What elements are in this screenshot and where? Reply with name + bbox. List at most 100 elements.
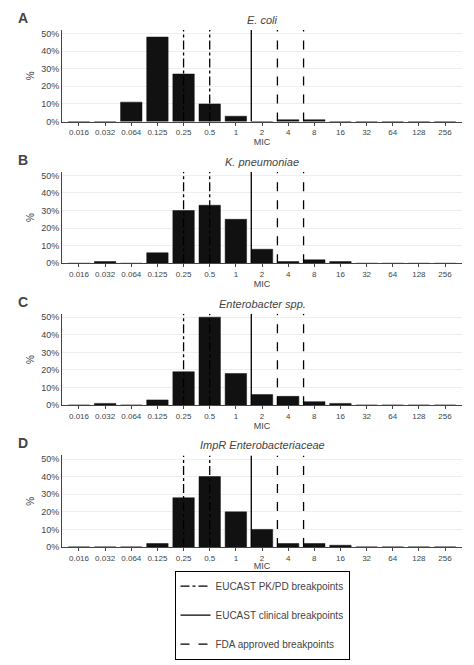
svg-text:0.5: 0.5 <box>204 128 216 137</box>
svg-text:50%: 50% <box>41 171 59 181</box>
svg-text:50%: 50% <box>41 312 59 322</box>
svg-text:0%: 0% <box>46 258 59 268</box>
svg-text:0.125: 0.125 <box>147 270 168 279</box>
svg-text:EUCAST clinical breakpoints: EUCAST clinical breakpoints <box>216 610 344 621</box>
svg-text:1: 1 <box>234 412 239 421</box>
svg-text:20%: 20% <box>41 81 59 91</box>
svg-text:4: 4 <box>286 128 291 137</box>
svg-text:4: 4 <box>286 554 291 563</box>
svg-text:256: 256 <box>438 412 452 421</box>
svg-text:0.016: 0.016 <box>69 270 90 279</box>
svg-text:256: 256 <box>438 128 452 137</box>
svg-text:C: C <box>18 294 28 310</box>
svg-text:A: A <box>18 10 28 26</box>
svg-text:%: % <box>25 71 36 80</box>
svg-text:MIC: MIC <box>254 561 271 571</box>
svg-text:0.5: 0.5 <box>204 554 216 563</box>
svg-text:16: 16 <box>336 270 345 279</box>
svg-text:64: 64 <box>388 270 397 279</box>
svg-text:8: 8 <box>312 270 317 279</box>
svg-text:MIC: MIC <box>254 279 271 289</box>
svg-text:0.25: 0.25 <box>176 128 192 137</box>
svg-text:2: 2 <box>260 128 265 137</box>
svg-text:0.5: 0.5 <box>204 270 216 279</box>
svg-text:D: D <box>18 435 28 451</box>
svg-text:8: 8 <box>312 554 317 563</box>
svg-text:0.25: 0.25 <box>176 412 192 421</box>
svg-text:32: 32 <box>362 128 371 137</box>
svg-text:0.125: 0.125 <box>147 412 168 421</box>
svg-text:E. coli: E. coli <box>247 14 278 26</box>
svg-text:128: 128 <box>412 270 426 279</box>
svg-text:128: 128 <box>412 128 426 137</box>
svg-text:0.064: 0.064 <box>121 554 142 563</box>
svg-text:8: 8 <box>312 128 317 137</box>
svg-text:MIC: MIC <box>254 137 271 147</box>
svg-text:0%: 0% <box>46 542 59 552</box>
svg-text:2: 2 <box>260 412 265 421</box>
svg-text:FDA approved breakpoints: FDA approved breakpoints <box>216 639 334 650</box>
svg-text:%: % <box>25 497 36 506</box>
svg-text:1: 1 <box>234 270 239 279</box>
svg-text:256: 256 <box>438 554 452 563</box>
svg-text:128: 128 <box>412 554 426 563</box>
svg-text:30%: 30% <box>41 348 59 358</box>
svg-text:MIC: MIC <box>254 421 271 431</box>
svg-text:128: 128 <box>412 412 426 421</box>
svg-text:8: 8 <box>312 412 317 421</box>
svg-text:%: % <box>25 355 36 364</box>
svg-text:0.25: 0.25 <box>176 270 192 279</box>
svg-text:0.125: 0.125 <box>147 554 168 563</box>
svg-text:64: 64 <box>388 412 397 421</box>
svg-text:50%: 50% <box>41 454 59 464</box>
svg-text:40%: 40% <box>41 46 59 56</box>
svg-text:4: 4 <box>286 412 291 421</box>
svg-text:32: 32 <box>362 554 371 563</box>
svg-text:30%: 30% <box>41 206 59 216</box>
svg-text:16: 16 <box>336 412 345 421</box>
svg-text:0.25: 0.25 <box>176 554 192 563</box>
svg-text:2: 2 <box>260 270 265 279</box>
svg-text:50%: 50% <box>41 29 59 39</box>
svg-text:Enterobacter spp.: Enterobacter spp. <box>219 298 306 310</box>
svg-text:%: % <box>25 213 36 222</box>
svg-text:0.016: 0.016 <box>69 412 90 421</box>
svg-text:1: 1 <box>234 554 239 563</box>
svg-text:0.125: 0.125 <box>147 128 168 137</box>
svg-text:10%: 10% <box>41 241 59 251</box>
svg-text:30%: 30% <box>41 489 59 499</box>
svg-text:0%: 0% <box>46 400 59 410</box>
svg-text:0.064: 0.064 <box>121 412 142 421</box>
svg-text:0.032: 0.032 <box>95 128 116 137</box>
svg-text:0.064: 0.064 <box>121 128 142 137</box>
svg-text:40%: 40% <box>41 188 59 198</box>
svg-text:30%: 30% <box>41 64 59 74</box>
svg-text:0.064: 0.064 <box>121 270 142 279</box>
svg-text:EUCAST PK/PD breakpoints: EUCAST PK/PD breakpoints <box>216 581 344 592</box>
svg-text:B: B <box>18 152 28 168</box>
svg-text:10%: 10% <box>41 99 59 109</box>
svg-text:ImpR Enterobacteriaceae: ImpR Enterobacteriaceae <box>200 439 325 451</box>
svg-text:16: 16 <box>336 554 345 563</box>
svg-text:0.5: 0.5 <box>204 412 216 421</box>
svg-text:20%: 20% <box>41 365 59 375</box>
svg-text:256: 256 <box>438 270 452 279</box>
svg-text:1: 1 <box>234 128 239 137</box>
svg-text:40%: 40% <box>41 472 59 482</box>
svg-text:32: 32 <box>362 270 371 279</box>
svg-text:0.032: 0.032 <box>95 412 116 421</box>
svg-text:32: 32 <box>362 412 371 421</box>
svg-text:4: 4 <box>286 270 291 279</box>
svg-text:0%: 0% <box>46 117 59 127</box>
svg-text:0.032: 0.032 <box>95 270 116 279</box>
svg-text:0.016: 0.016 <box>69 128 90 137</box>
svg-text:0.032: 0.032 <box>95 554 116 563</box>
svg-text:20%: 20% <box>41 507 59 517</box>
svg-text:20%: 20% <box>41 223 59 233</box>
svg-text:10%: 10% <box>41 383 59 393</box>
svg-text:0.016: 0.016 <box>69 554 90 563</box>
svg-text:10%: 10% <box>41 525 59 535</box>
svg-text:16: 16 <box>336 128 345 137</box>
svg-text:K. pneumoniae: K. pneumoniae <box>225 156 299 168</box>
svg-text:64: 64 <box>388 128 397 137</box>
